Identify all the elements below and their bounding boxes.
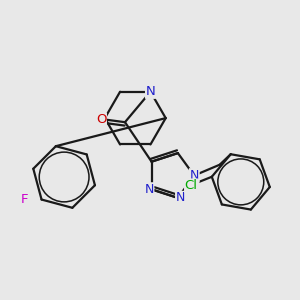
- Text: N: N: [176, 191, 185, 204]
- Text: N: N: [146, 85, 155, 98]
- Text: N: N: [144, 183, 154, 196]
- Text: O: O: [96, 113, 106, 126]
- Text: F: F: [20, 193, 28, 206]
- Text: N: N: [190, 169, 199, 182]
- Text: Cl: Cl: [185, 179, 198, 192]
- Text: N: N: [190, 169, 199, 182]
